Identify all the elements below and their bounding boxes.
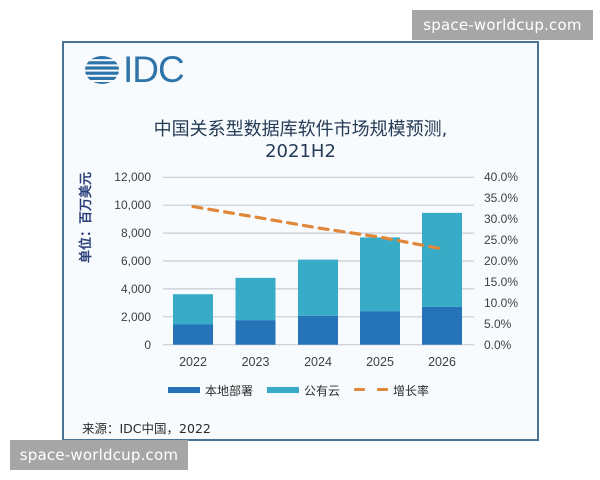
logo-text: IDC: [123, 49, 185, 90]
x-tick: 2026: [428, 355, 456, 369]
right-tick: 0.0%: [484, 337, 512, 352]
chart-title: 中国关系型数据库软件市场规模预测,: [153, 119, 448, 140]
legend-item-growth: 增长率: [354, 382, 429, 399]
right-tick: 40.0%: [484, 170, 519, 185]
bar-on-premise-2022: [173, 324, 213, 345]
legend-label-on-premise: 本地部署: [205, 383, 254, 398]
right-tick: 35.0%: [484, 191, 519, 206]
chart-frame: IDC 中国关系型数据库软件市场规模预测, 2021H2 单位：百万美元 12,…: [62, 41, 539, 441]
left-tick: 4,000: [120, 281, 151, 296]
x-tick: 2024: [304, 355, 332, 369]
source-note: 来源：IDC中国，2022: [82, 421, 211, 436]
left-tick: 0: [144, 337, 151, 352]
idc-globe-icon: [85, 56, 119, 84]
right-tick: 20.0%: [484, 254, 519, 268]
bar-public-cloud-2026: [422, 212, 462, 307]
right-tick: 5.0%: [484, 316, 512, 331]
bar-public-cloud-2022: [173, 294, 213, 325]
bar-on-premise-2026: [422, 306, 462, 345]
right-tick: 30.0%: [484, 212, 519, 227]
legend-swatch-on-premise: [168, 387, 200, 393]
bar-public-cloud-2023: [235, 277, 276, 321]
growth-rate-line: [191, 204, 444, 251]
x-tick: 2022: [179, 355, 207, 369]
left-tick: 10,000: [114, 198, 151, 213]
watermark-bottom-left: space-worldcup.com: [10, 440, 188, 470]
plot-area: [163, 176, 474, 346]
left-tick: 12,000: [114, 170, 151, 185]
left-tick: 2,000: [120, 309, 151, 324]
idc-logo: IDC: [84, 49, 185, 90]
left-tick: 8,000: [120, 226, 151, 241]
bar-public-cloud-2024: [298, 259, 338, 316]
bar-on-premise-2025: [360, 311, 400, 345]
legend-dash-growth: [354, 388, 389, 392]
right-tick: 15.0%: [484, 274, 519, 289]
x-tick: 2023: [241, 355, 270, 369]
legend-item-public-cloud: 公有云: [267, 382, 340, 399]
chart-subtitle: 2021H2: [265, 141, 336, 162]
x-tick: 2025: [366, 355, 394, 369]
legend-item-on-premise: 本地部署: [168, 382, 253, 399]
bar-on-premise-2023: [235, 320, 276, 345]
bar-on-premise-2024: [298, 315, 338, 345]
watermark-top-right: space-worldcup.com: [412, 10, 593, 40]
legend-label-growth: 增长率: [393, 383, 430, 398]
right-tick: 10.0%: [484, 295, 519, 310]
bar-public-cloud-2025: [360, 237, 400, 312]
legend: 本地部署 公有云 增长率: [168, 382, 443, 399]
right-tick: 25.0%: [484, 233, 519, 248]
legend-label-public-cloud: 公有云: [304, 383, 341, 398]
legend-swatch-public-cloud: [267, 387, 300, 393]
left-tick: 6,000: [120, 254, 151, 268]
